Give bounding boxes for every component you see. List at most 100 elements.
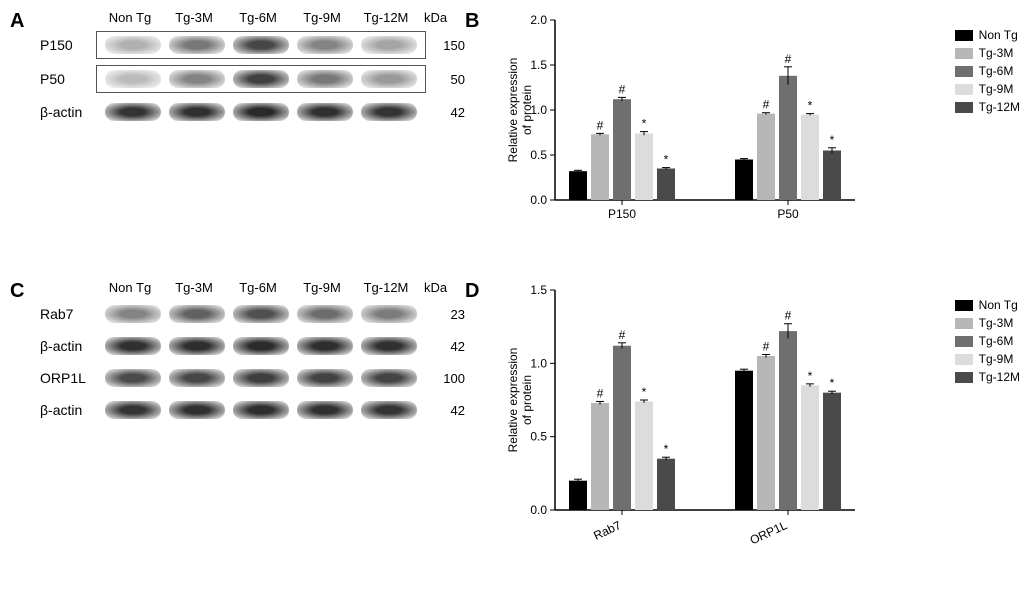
svg-text:#: # (785, 52, 792, 66)
wb-band (233, 401, 289, 419)
wb-band (105, 401, 161, 419)
wb-kda-heading: kDa (424, 10, 447, 25)
legend-swatch (955, 372, 973, 383)
legend-swatch (955, 318, 973, 329)
panel-b-chart-wrap: 0.00.51.01.52.0Relative expressionof pro… (505, 10, 1010, 260)
wb-kda-value: 50 (430, 72, 465, 87)
svg-text:*: * (664, 442, 669, 456)
panel-c-blots: Non TgTg-3MTg-6MTg-9MTg-12M kDa Rab723 β-ac… (40, 280, 465, 423)
wb-row: β-actin 42 (40, 333, 465, 359)
wb-bands (97, 99, 425, 125)
svg-text:*: * (642, 385, 647, 399)
wb-kda-value: 23 (429, 307, 465, 322)
legend-label: Tg-3M (979, 46, 1014, 60)
wb-bands (97, 333, 425, 359)
wb-band (169, 305, 225, 323)
legend-label: Tg-12M (979, 370, 1020, 384)
wb-row-name: ORP1L (40, 370, 97, 386)
wb-column-label: Tg-6M (226, 280, 290, 295)
legend-row: Non Tg (955, 28, 1020, 42)
wb-column-label: Tg-9M (290, 10, 354, 25)
legend-swatch (955, 354, 973, 365)
panel-d-label: D (465, 280, 479, 303)
wb-header: Non TgTg-3MTg-6MTg-9MTg-12MkDa (98, 10, 465, 25)
wb-row-name: β-actin (40, 338, 97, 354)
wb-column-label: Tg-9M (290, 280, 354, 295)
svg-text:#: # (597, 386, 604, 400)
panel-b-chart: 0.00.51.01.52.0Relative expressionof pro… (505, 10, 885, 240)
wb-row: β-actin42 (40, 99, 465, 125)
wb-band (169, 70, 225, 88)
wb-column-label: Tg-12M (354, 10, 418, 25)
panel-d-legend: Non Tg Tg-3M Tg-6M Tg-9M Tg-12M (955, 298, 1020, 388)
wb-band (105, 337, 161, 355)
wb-band (361, 103, 417, 121)
wb-row: β-actin42 (40, 397, 465, 423)
wb-kda-value: 42 (429, 339, 465, 354)
svg-text:*: * (664, 153, 669, 167)
svg-text:0.0: 0.0 (530, 193, 547, 207)
legend-label: Tg-6M (979, 64, 1014, 78)
wb-column-label: Tg-12M (354, 280, 418, 295)
legend-row: Tg-6M (955, 334, 1020, 348)
svg-text:P150: P150 (608, 207, 636, 221)
wb-column-label: Non Tg (98, 280, 162, 295)
wb-row: Rab723 (40, 301, 465, 327)
legend-row: Tg-9M (955, 82, 1020, 96)
legend-label: Tg-9M (979, 82, 1014, 96)
panel-d-chart-wrap: 0.00.51.01.5Relative expressionof protei… (505, 280, 1010, 590)
wb-band (105, 369, 161, 387)
legend-row: Tg-9M (955, 352, 1020, 366)
legend-label: Tg-3M (979, 316, 1014, 330)
wb-row-name: P50 (40, 71, 96, 87)
panel-d: D 0.00.51.01.5Relative expressionof prot… (465, 280, 1020, 600)
wb-row-name: β-actin (40, 402, 97, 418)
svg-text:0.5: 0.5 (530, 430, 547, 444)
wb-band (297, 70, 353, 88)
wb-band (169, 401, 225, 419)
legend-swatch (955, 300, 973, 311)
wb-column-label: Tg-6M (226, 10, 290, 25)
svg-text:#: # (763, 98, 770, 112)
svg-text:*: * (808, 99, 813, 113)
svg-text:1.5: 1.5 (530, 283, 547, 297)
svg-text:0.0: 0.0 (530, 503, 547, 517)
panel-a-blots: Non TgTg-3MTg-6MTg-9MTg-12MkDaP150150P50… (40, 10, 465, 125)
svg-text:#: # (763, 340, 770, 354)
svg-text:0.5: 0.5 (530, 148, 547, 162)
wb-header: Non TgTg-3MTg-6MTg-9MTg-12M kDa (98, 280, 465, 295)
wb-band (233, 369, 289, 387)
panel-b-legend: Non Tg Tg-3M Tg-6M Tg-9M Tg-12M (955, 28, 1020, 118)
legend-label: Non Tg (979, 298, 1018, 312)
wb-kda-heading: kDa (424, 280, 447, 295)
legend-label: Tg-12M (979, 100, 1020, 114)
legend-swatch (955, 102, 973, 113)
legend-row: Tg-6M (955, 64, 1020, 78)
svg-text:*: * (830, 376, 835, 390)
wb-bands (97, 397, 425, 423)
wb-bands (96, 31, 426, 59)
wb-column-label: Tg-3M (162, 280, 226, 295)
wb-band (169, 337, 225, 355)
svg-text:#: # (785, 309, 792, 323)
svg-text:Relative expressionof protein: Relative expressionof protein (506, 58, 534, 163)
panel-a-label: A (10, 10, 24, 33)
wb-band (233, 305, 289, 323)
svg-text:2.0: 2.0 (530, 13, 547, 27)
svg-text:P50: P50 (777, 207, 799, 221)
panel-d-chart: 0.00.51.01.5Relative expressionof protei… (505, 280, 885, 560)
wb-band (105, 70, 161, 88)
legend-label: Tg-9M (979, 352, 1014, 366)
wb-band (233, 70, 289, 88)
legend-row: Tg-3M (955, 316, 1020, 330)
legend-swatch (955, 336, 973, 347)
wb-band (105, 305, 161, 323)
wb-band (297, 401, 353, 419)
legend-swatch (955, 66, 973, 77)
wb-band (361, 305, 417, 323)
panel-a: A Non TgTg-3MTg-6MTg-9MTg-12MkDaP150150P… (10, 10, 465, 270)
svg-text:#: # (619, 82, 626, 96)
panel-b-label: B (465, 10, 479, 33)
svg-text:*: * (642, 117, 647, 131)
wb-band (361, 70, 417, 88)
